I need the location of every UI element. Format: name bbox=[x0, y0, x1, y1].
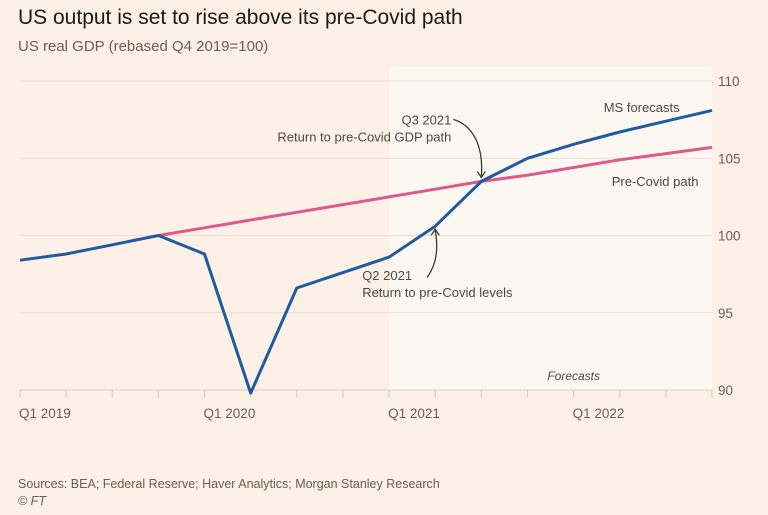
annotation-q2-2021-arrowhead bbox=[430, 228, 440, 236]
y-tick-label: 105 bbox=[718, 151, 741, 166]
chart-title: US output is set to rise above its pre-C… bbox=[18, 6, 463, 29]
annotation-q3-2021-date: Q3 2021 bbox=[401, 112, 451, 127]
annotation-q3-2021-text: Return to pre-Covid GDP path bbox=[277, 129, 451, 144]
series-line-us-real-gdp bbox=[19, 108, 713, 395]
y-tick-label: 100 bbox=[718, 229, 741, 244]
forecast-region-label: Forecasts bbox=[547, 369, 600, 383]
y-tick-label: 95 bbox=[718, 306, 733, 321]
annotation-q2-2021-date: Q2 2021 bbox=[362, 268, 412, 283]
x-tick-label: Q1 2019 bbox=[19, 406, 71, 421]
source-note: Sources: BEA; Federal Reserve; Haver Ana… bbox=[18, 477, 440, 491]
series-label-pre-covid-path: Pre-Covid path bbox=[612, 174, 699, 189]
y-axis: 90 95 100 105 110 bbox=[718, 74, 741, 398]
annotation-q3-2021-arrowhead bbox=[476, 171, 486, 179]
series-label-ms-forecasts: MS forecasts bbox=[604, 100, 680, 115]
x-tick-label: Q1 2021 bbox=[388, 406, 440, 421]
gdp-line-chart: Q1 2019 Q1 2020 Q1 2021 Q1 2022 90 95 100 105 1… bbox=[19, 67, 741, 421]
forecast-region-shade bbox=[389, 67, 712, 390]
annotation-q3-2021-arrow bbox=[453, 118, 483, 177]
series-line-pre-covid-path bbox=[158, 145, 713, 237]
annotation-q2-2021-text: Return to pre-Covid levels bbox=[362, 285, 513, 300]
y-tick-label: 90 bbox=[718, 383, 733, 398]
x-axis: Q1 2019 Q1 2020 Q1 2021 Q1 2022 bbox=[19, 389, 713, 421]
chart-subtitle: US real GDP (rebased Q4 2019=100) bbox=[18, 38, 269, 55]
y-tick-label: 110 bbox=[718, 74, 740, 89]
x-tick-label: Q1 2020 bbox=[204, 406, 256, 421]
x-tick-label: Q1 2022 bbox=[573, 406, 625, 421]
copyright-note: © FT bbox=[18, 494, 46, 508]
annotation-q2-2021-arrow bbox=[426, 230, 438, 278]
